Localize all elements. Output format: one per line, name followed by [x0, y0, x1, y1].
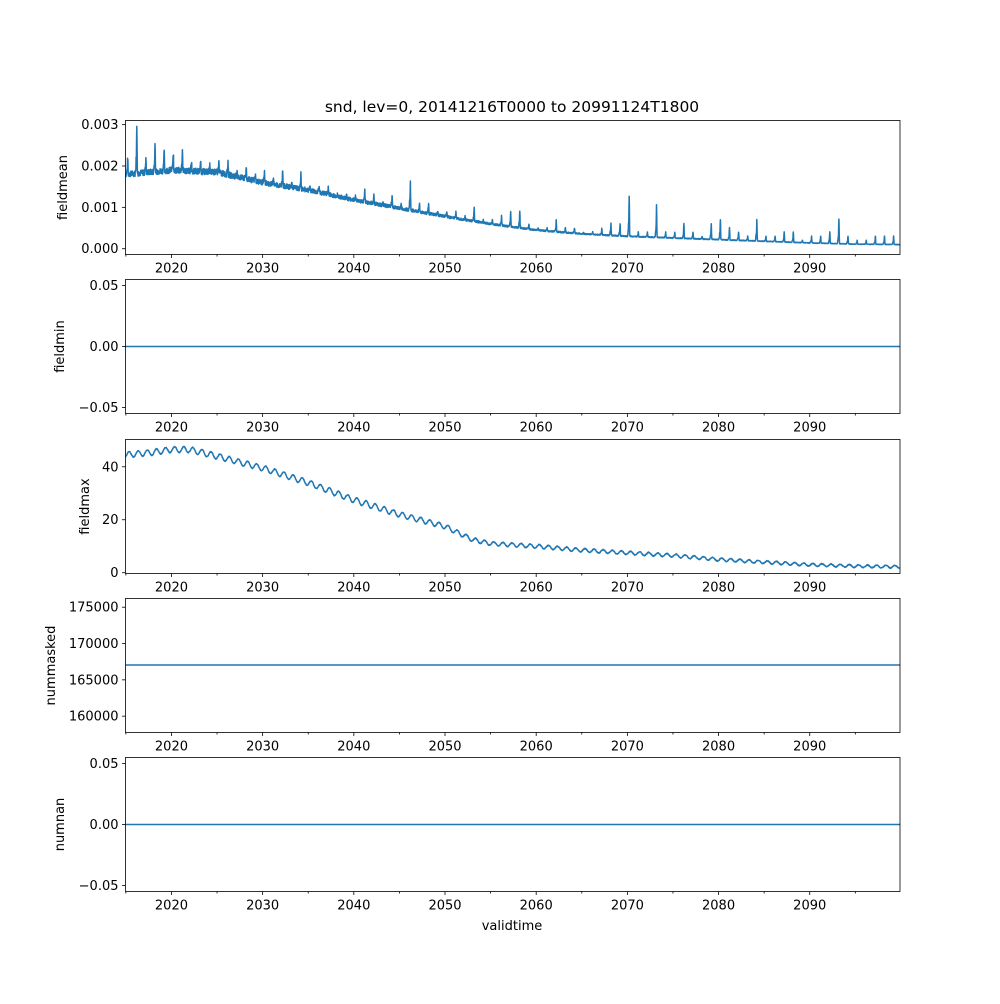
x-tick-label: 2020	[155, 421, 188, 436]
x-tick-label: 2060	[520, 262, 553, 277]
x-tick-label: 2080	[702, 581, 735, 596]
x-tick-label: 2050	[428, 421, 461, 436]
x-tick-label: 2070	[611, 740, 644, 755]
y-tick-label: 0.00	[90, 340, 119, 355]
y-axis-label: fieldmax	[78, 478, 93, 535]
axes-frame-fieldmax	[125, 439, 901, 574]
x-tick-label: 2050	[428, 899, 461, 914]
x-tick-label: 2040	[337, 421, 370, 436]
x-tick-label: 2090	[793, 740, 826, 755]
x-tick-label: 2050	[428, 740, 461, 755]
y-tick-label: 0.000	[81, 242, 118, 257]
x-tick-label: 2030	[246, 740, 279, 755]
x-tick-label: 2030	[246, 262, 279, 277]
y-tick-label: 40	[102, 460, 119, 475]
x-tick-label: 2090	[793, 421, 826, 436]
y-tick-label: 0	[110, 566, 118, 581]
y-tick-label: 0.00	[90, 818, 119, 833]
y-tick-label: 0.003	[81, 118, 118, 133]
x-tick-label: 2090	[793, 581, 826, 596]
x-tick-label: 2080	[702, 262, 735, 277]
y-tick-label: 0.001	[81, 201, 118, 216]
x-tick-label: 2040	[337, 581, 370, 596]
y-tick-label: 20	[102, 513, 119, 528]
x-tick-label: 2040	[337, 899, 370, 914]
x-tick-label: 2070	[611, 421, 644, 436]
x-tick-label: 2060	[520, 899, 553, 914]
x-tick-label: 2080	[702, 740, 735, 755]
x-tick-label: 2030	[246, 899, 279, 914]
x-tick-label: 2070	[611, 262, 644, 277]
y-axis-label: nummasked	[44, 626, 59, 706]
y-tick-label: 170000	[69, 637, 119, 652]
axes-frame-nummasked	[125, 598, 901, 733]
axes-frame-fieldmean	[125, 120, 901, 255]
x-tick-label: 2060	[520, 421, 553, 436]
x-axis-label: validtime	[482, 919, 543, 934]
y-tick-label: 160000	[69, 710, 119, 725]
x-tick-label: 2060	[520, 740, 553, 755]
x-tick-label: 2070	[611, 581, 644, 596]
x-tick-label: 2080	[702, 421, 735, 436]
x-tick-label: 2030	[246, 421, 279, 436]
x-tick-label: 2040	[337, 262, 370, 277]
x-tick-label: 2020	[155, 262, 188, 277]
y-tick-label: 0.002	[81, 159, 118, 174]
chart-title: snd, lev=0, 20141216T0000 to 20991124T18…	[325, 98, 699, 116]
y-tick-label: 165000	[69, 673, 119, 688]
x-tick-label: 2050	[428, 262, 461, 277]
y-tick-label: 0.05	[90, 279, 119, 294]
y-tick-label: 175000	[69, 601, 119, 616]
x-tick-label: 2060	[520, 581, 553, 596]
x-tick-label: 2080	[702, 899, 735, 914]
x-tick-label: 2030	[246, 581, 279, 596]
y-axis-label: numnan	[53, 798, 68, 852]
y-axis-label: fieldmean	[56, 155, 71, 220]
x-tick-label: 2070	[611, 899, 644, 914]
y-tick-label: 0.05	[90, 757, 119, 772]
x-tick-label: 2040	[337, 740, 370, 755]
x-tick-label: 2020	[155, 899, 188, 914]
y-tick-label: −0.05	[79, 879, 119, 894]
x-tick-label: 2020	[155, 581, 188, 596]
series-line-fieldmean	[125, 125, 900, 246]
series-line-fieldmax	[125, 445, 900, 570]
x-tick-label: 2090	[793, 262, 826, 277]
x-tick-label: 2020	[155, 740, 188, 755]
x-tick-label: 2090	[793, 899, 826, 914]
y-axis-label: fieldmin	[53, 320, 68, 373]
y-tick-label: −0.05	[79, 401, 119, 416]
x-tick-label: 2050	[428, 581, 461, 596]
